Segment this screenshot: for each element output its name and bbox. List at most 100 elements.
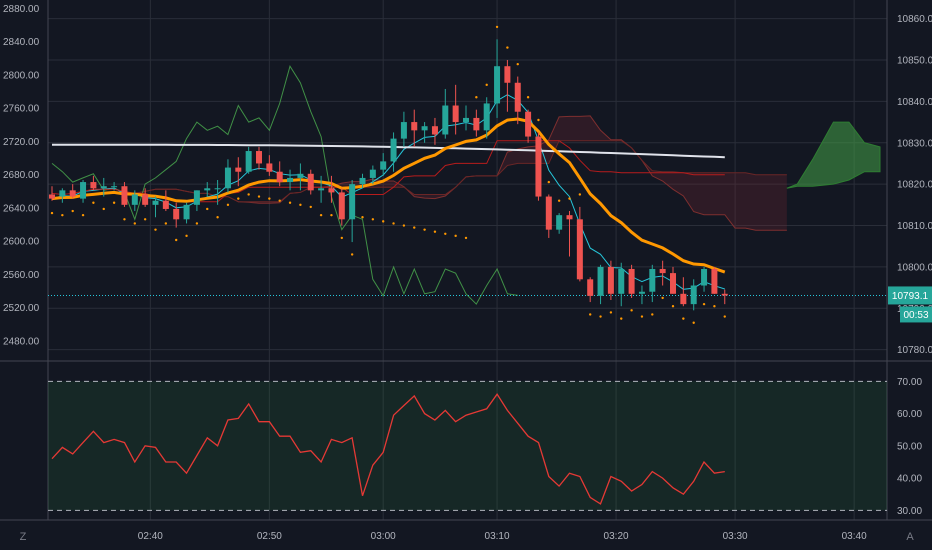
psar-dot — [257, 195, 261, 198]
candle-body — [287, 177, 294, 183]
candle-body — [349, 184, 356, 220]
candle-body — [59, 190, 66, 197]
candle-body — [452, 105, 459, 123]
psar-dot — [92, 201, 95, 204]
time-axis-tick: 03:40 — [842, 531, 867, 542]
candle-body — [131, 194, 138, 205]
candle-body — [525, 111, 532, 137]
candle-body — [256, 151, 262, 164]
psar-dot — [526, 96, 530, 99]
rsi-axis-tick: 70.00 — [897, 377, 922, 388]
candle-body — [628, 268, 635, 294]
time-axis-tick: 03:10 — [485, 531, 510, 542]
psar-dot — [268, 197, 271, 200]
psar-dot — [692, 321, 695, 324]
psar-dot — [371, 218, 375, 221]
psar-dot — [413, 226, 416, 229]
rsi-line — [51, 393, 725, 505]
a-badge[interactable]: A — [906, 531, 914, 543]
psar-dot — [423, 228, 426, 231]
candle-body — [576, 219, 583, 280]
candle-body — [204, 188, 211, 191]
countdown-label: 00:53 — [903, 310, 928, 321]
candle-body — [338, 192, 345, 220]
candle-body — [173, 208, 180, 220]
candlestick-series — [49, 39, 728, 311]
psar-dot — [195, 222, 199, 225]
psar-dot — [247, 193, 250, 196]
psar-dot — [702, 302, 706, 306]
candle-body — [328, 188, 335, 193]
candle-body — [266, 163, 273, 172]
psar-dot — [278, 199, 281, 202]
psar-dot — [589, 313, 592, 316]
candle-body — [69, 190, 76, 197]
psar-dot — [50, 211, 54, 215]
rsi-axis-tick: 30.00 — [897, 506, 922, 517]
left-axis-tick: 2720.00 — [3, 137, 40, 148]
candle-body — [556, 215, 563, 230]
candle-body — [80, 182, 87, 199]
grid-lines — [0, 0, 932, 521]
candle-body — [483, 103, 490, 131]
countdown-tag — [900, 306, 932, 323]
psar-dot — [112, 201, 116, 204]
psar-dot — [154, 228, 157, 231]
rsi-axis-tick: 60.00 — [897, 409, 922, 420]
psar-dot — [350, 253, 354, 256]
candle-body — [680, 293, 687, 305]
right-axis-tick: 10840.0 — [897, 97, 932, 108]
candle-body — [152, 200, 159, 205]
left-axis-tick: 2480.00 — [3, 336, 40, 347]
psar-dot — [133, 222, 136, 225]
candle-body — [369, 169, 376, 178]
candle-body — [670, 273, 676, 294]
candle-body — [90, 182, 97, 189]
rsi-axis-tick: 50.00 — [897, 441, 922, 452]
candle-body — [473, 117, 480, 131]
left-axis-tick: 2640.00 — [3, 203, 40, 214]
time-axis-tick: 03:20 — [604, 531, 629, 542]
rsi-band — [48, 381, 887, 511]
candle-body — [245, 151, 252, 172]
psar-dot — [495, 25, 499, 29]
psar-dot — [216, 216, 219, 219]
rsi-axis-tick: 40.00 — [897, 474, 922, 485]
z-badge[interactable]: Z — [19, 531, 27, 543]
psar-dot — [402, 224, 406, 227]
candle-body — [100, 186, 107, 189]
candle-body — [162, 200, 169, 209]
psar-dot — [661, 296, 664, 300]
rsi-pane — [48, 380, 887, 511]
psar-dot — [361, 216, 364, 219]
price-axes: 2880.00 2840.00 2800.00 2760.00 2720.00 2680.… — [3, 4, 932, 542]
left-axis-tick: 2600.00 — [3, 237, 40, 248]
candle-body — [359, 177, 366, 185]
psar-dot — [237, 197, 240, 200]
candle-body — [193, 190, 200, 205]
candle-body — [638, 291, 645, 294]
candle-body — [307, 173, 314, 191]
candle-body — [297, 173, 304, 178]
psar-dot — [578, 193, 582, 196]
psar-dot — [309, 205, 312, 209]
candle-body — [607, 266, 614, 294]
candle-body — [224, 167, 231, 189]
psar-dot — [330, 213, 333, 217]
last-price-tag — [888, 286, 932, 305]
candle-body — [442, 105, 449, 135]
psar-dot — [464, 236, 468, 240]
parabolic-sar — [50, 25, 726, 324]
candle-body — [566, 215, 573, 220]
left-axis-tick: 2560.00 — [3, 270, 40, 281]
left-axis-tick: 2520.00 — [3, 303, 40, 314]
psar-dot — [319, 213, 323, 217]
long-ma-line — [52, 143, 725, 159]
psar-dot — [340, 236, 343, 240]
psar-dot — [71, 209, 74, 213]
psar-dot — [506, 46, 509, 49]
candle-body — [121, 186, 128, 205]
psar-dot — [123, 218, 126, 221]
time-axis-tick: 02:40 — [138, 531, 163, 542]
